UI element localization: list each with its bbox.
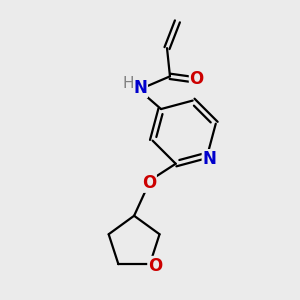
Text: N: N: [202, 150, 216, 168]
Text: O: O: [190, 70, 204, 88]
Text: N: N: [133, 79, 147, 97]
Text: O: O: [142, 174, 156, 192]
Text: H: H: [123, 76, 134, 91]
Text: O: O: [148, 256, 162, 274]
